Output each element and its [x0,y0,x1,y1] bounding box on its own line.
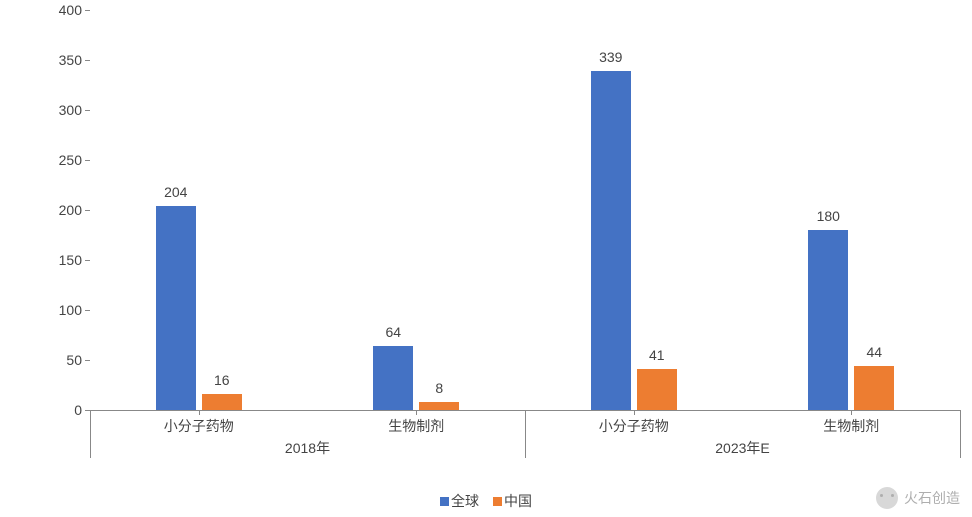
y-tick-mark [85,10,90,11]
group-divider [525,410,526,458]
y-tick-label: 400 [59,2,82,18]
x-group-label: 2023年E [715,438,769,458]
bar-value-label: 180 [817,208,840,224]
y-tick-label: 0 [74,402,82,418]
x-category-label: 小分子药物 [599,416,669,436]
bar: 44 [854,366,894,410]
bar-value-label: 339 [599,49,622,65]
x-tick-mark [851,410,852,415]
y-tick-label: 250 [59,152,82,168]
y-tick-mark [85,360,90,361]
y-tick-label: 150 [59,252,82,268]
bar-value-label: 44 [866,344,882,360]
y-tick-mark [85,210,90,211]
y-tick-mark [85,260,90,261]
bar: 64 [373,346,413,410]
bar: 8 [419,402,459,410]
plot-area: 05010015020025030035040020416小分子药物648生物制… [90,10,960,411]
bar: 180 [808,230,848,410]
bar-value-label: 16 [214,372,230,388]
x-category-label: 生物制剂 [823,416,879,436]
watermark: 火石创造 [876,487,960,509]
x-tick-mark [634,410,635,415]
legend-label: 中国 [504,491,532,511]
legend-item: 中国 [493,491,532,511]
group-divider [90,410,91,458]
bar-value-label: 41 [649,347,665,363]
y-tick-label: 200 [59,202,82,218]
x-tick-mark [416,410,417,415]
bar: 339 [591,71,631,410]
bar: 41 [637,369,677,410]
watermark-text: 火石创造 [904,488,960,508]
y-tick-mark [85,60,90,61]
y-tick-label: 100 [59,302,82,318]
y-tick-label: 350 [59,52,82,68]
bar: 16 [202,394,242,410]
legend: 全球 中国 [440,491,532,511]
y-tick-mark [85,160,90,161]
x-tick-mark [199,410,200,415]
x-category-label: 生物制剂 [388,416,444,436]
legend-swatch [493,497,502,506]
bar-value-label: 204 [164,184,187,200]
bar-value-label: 64 [385,324,401,340]
group-divider [960,410,961,458]
bar-value-label: 8 [435,380,443,396]
y-tick-mark [85,110,90,111]
wechat-icon [876,487,898,509]
bar: 204 [156,206,196,410]
y-tick-label: 300 [59,102,82,118]
legend-item: 全球 [440,491,479,511]
legend-swatch [440,497,449,506]
x-group-label: 2018年 [285,438,330,458]
legend-label: 全球 [451,491,479,511]
y-tick-mark [85,310,90,311]
bar-chart: 05010015020025030035040020416小分子药物648生物制… [50,10,960,450]
y-tick-label: 50 [66,352,82,368]
x-category-label: 小分子药物 [164,416,234,436]
